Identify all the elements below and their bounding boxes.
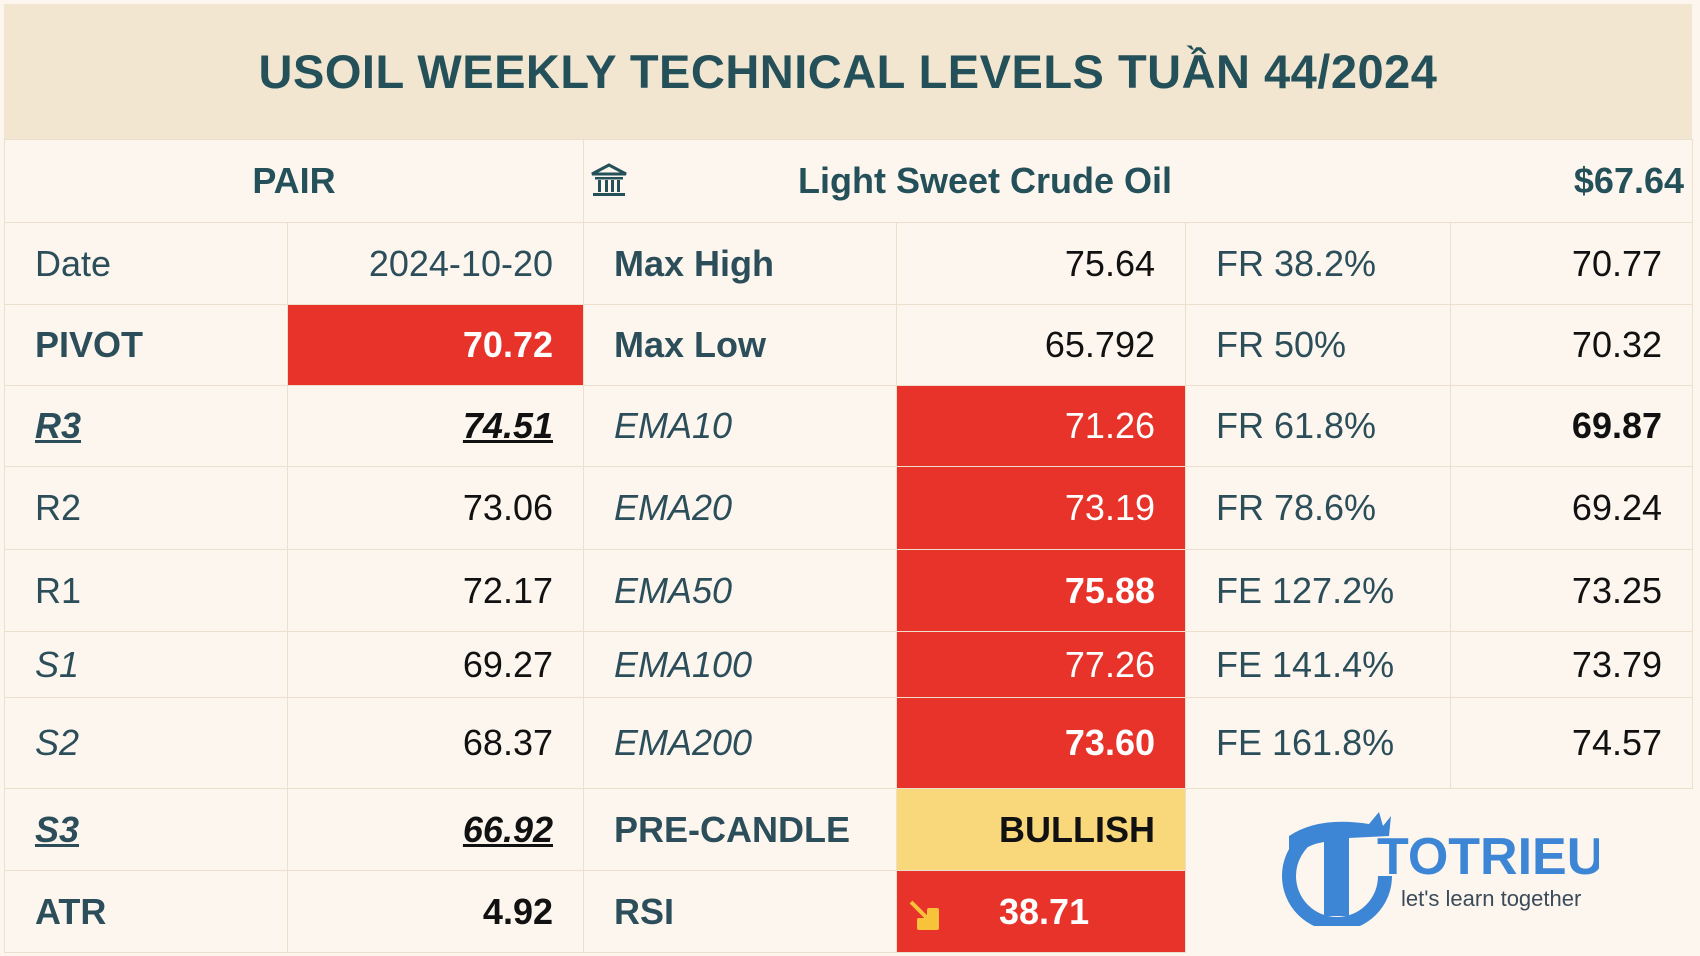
value: 70.32: [1449, 304, 1694, 386]
label: EMA100: [583, 631, 897, 698]
logo-cell: TOTRIEU let's learn together: [1186, 789, 1693, 953]
row: S1 69.27 EMA100 77.26 FE 141.4% 73.79: [4, 631, 1694, 698]
value: 73.79: [1449, 631, 1694, 698]
label: Max Low: [583, 304, 897, 386]
label: FE 127.2%: [1185, 549, 1451, 632]
label: PRE-CANDLE: [583, 788, 897, 871]
value: 75.64: [896, 222, 1186, 305]
label: S1: [4, 631, 288, 698]
pair-price: $67.64: [1573, 160, 1685, 201]
value: 69.27: [287, 631, 584, 698]
value: 73.25: [1449, 549, 1694, 632]
pair-label: PAIR: [4, 139, 584, 223]
logo-brand: TOTRIEU: [1377, 828, 1599, 886]
value: 74.51: [287, 385, 584, 467]
value: 73.60: [896, 697, 1186, 789]
label: EMA200: [583, 697, 897, 789]
label: EMA20: [583, 466, 897, 550]
label: R1: [4, 549, 288, 632]
value: 72.17: [287, 549, 584, 632]
row: S3 66.92 PRE-CANDLE BULLISH TOTRIEU let'…: [4, 788, 1693, 932]
label: FE 161.8%: [1185, 697, 1451, 789]
label: PIVOT: [4, 304, 288, 386]
value: 73.06: [287, 466, 584, 550]
label: ATR: [4, 870, 288, 953]
down-arrow-icon: [909, 900, 939, 930]
label: R3: [4, 385, 288, 467]
value: 75.88: [896, 549, 1186, 632]
value: 2024-10-20: [287, 222, 584, 305]
value: 4.92: [287, 870, 584, 953]
label: S3: [4, 788, 288, 871]
value: 77.26: [896, 631, 1186, 698]
value: 65.792: [896, 304, 1186, 386]
pair-cell: Light Sweet Crude Oil $67.64: [582, 139, 1694, 223]
pair-row: PAIR Light Sweet Crude Oil $67.64: [4, 139, 1694, 223]
title: USOIL WEEKLY TECHNICAL LEVELS TUẦN 44/20…: [4, 4, 1692, 139]
row: R1 72.17 EMA50 75.88 FE 127.2% 73.25: [4, 549, 1694, 632]
label: Max High: [583, 222, 897, 305]
label: EMA10: [583, 385, 897, 467]
value: 71.26: [896, 385, 1186, 467]
label: RSI: [583, 870, 897, 953]
levels-table: PAIR Light Sweet Crude Oil $67.64 Date 2…: [4, 139, 1694, 953]
value: 68.37: [287, 697, 584, 789]
row: R2 73.06 EMA20 73.19 FR 78.6% 69.24: [4, 466, 1694, 550]
label: FE 141.4%: [1185, 631, 1451, 698]
value: BULLISH: [896, 788, 1186, 871]
logo-tagline: let's learn together: [1401, 886, 1581, 911]
value: 73.19: [896, 466, 1186, 550]
label: FR 61.8%: [1185, 385, 1451, 467]
value: 66.92: [287, 788, 584, 871]
bank-icon: [591, 163, 627, 196]
value: 69.87: [1449, 385, 1694, 467]
label: EMA50: [583, 549, 897, 632]
logo: TOTRIEU let's learn together: [1282, 812, 1605, 932]
label: R2: [4, 466, 288, 550]
value: 38.71: [999, 890, 1090, 932]
row: ATR 4.92 RSI 38.71: [4, 870, 1693, 953]
label: FR 50%: [1185, 304, 1451, 386]
value: 70.72: [287, 304, 584, 386]
value: 70.77: [1449, 222, 1694, 305]
row: Date 2024-10-20 Max High 75.64 FR 38.2% …: [4, 222, 1694, 305]
value: 69.24: [1449, 466, 1694, 550]
label: Date: [4, 222, 288, 305]
value: 74.57: [1449, 697, 1694, 789]
row: R3 74.51 EMA10 71.26 FR 61.8% 69.87: [4, 385, 1694, 467]
label: FR 38.2%: [1185, 222, 1451, 305]
label: S2: [4, 697, 288, 789]
label: FR 78.6%: [1185, 466, 1451, 550]
pair-content: Light Sweet Crude Oil $67.64: [590, 160, 1684, 202]
pair-name: Light Sweet Crude Oil: [798, 160, 1173, 201]
row: S2 68.37 EMA200 73.60 FE 161.8% 74.57: [4, 697, 1694, 789]
rsi-cell: 38.71: [896, 870, 1186, 953]
row: PIVOT 70.72 Max Low 65.792 FR 50% 70.32: [4, 304, 1694, 386]
sheet: USOIL WEEKLY TECHNICAL LEVELS TUẦN 44/20…: [4, 4, 1694, 953]
